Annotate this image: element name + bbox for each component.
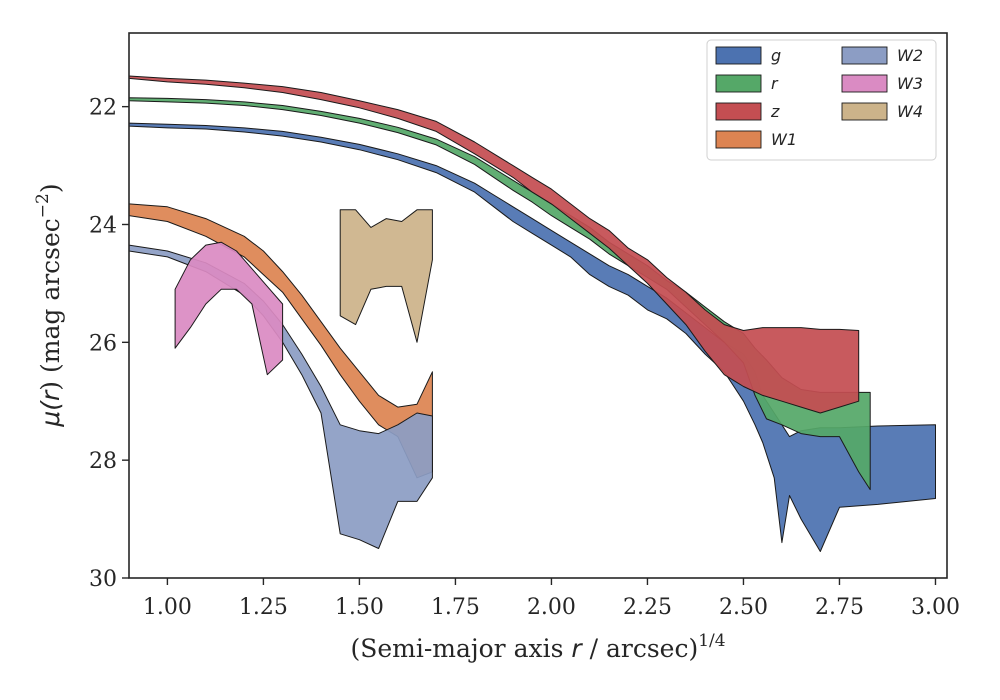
x-axis-label: (Semi-major axis r / arcsec)1/4 (350, 631, 725, 663)
band-w3 (174, 241, 284, 376)
band-g (129, 122, 936, 552)
y-tick-label: 24 (89, 213, 117, 238)
x-tick-label: 2.25 (623, 595, 672, 620)
x-tick-label: 2.50 (719, 595, 768, 620)
x-tick-label: 2.75 (815, 595, 864, 620)
legend-box (706, 39, 937, 161)
legend-label-w4: W4 (897, 102, 923, 121)
legend-label-g: g (771, 46, 781, 65)
y-axis-label: μ(r) (mag arcsec−2) (33, 183, 65, 427)
band-r (129, 97, 871, 491)
band-z (129, 75, 860, 414)
x-tick-label: 1.00 (143, 595, 192, 620)
x-axis: 1.00 1.25 1.50 1.75 2.00 2.25 2.50 2.75 3.00 (143, 578, 960, 620)
y-tick-label: 28 (89, 449, 117, 474)
legend-label-z: z (770, 102, 780, 121)
y-axis: 22 24 26 28 30 (89, 96, 129, 592)
plot-frame (128, 32, 948, 579)
legend: grz W1 W2 W3 W4 (706, 39, 937, 161)
legend-swatch-w2 (841, 46, 888, 65)
x-tick-label: 1.50 (335, 595, 384, 620)
legend-label-r: r (771, 74, 779, 93)
legend-swatch-r (715, 74, 762, 93)
y-tick-label: 22 (89, 96, 117, 121)
legend-swatch-w3 (841, 74, 888, 93)
legend-swatch-g (715, 46, 762, 65)
y-tick-label: 30 (89, 567, 117, 592)
x-tick-label: 1.25 (239, 595, 288, 620)
x-tick-label: 3.00 (911, 595, 960, 620)
legend-label-w2: W2 (897, 46, 923, 65)
legend-swatch-w4 (841, 102, 888, 121)
x-tick-label: 1.75 (431, 595, 480, 620)
legend-swatch-z (715, 102, 762, 121)
legend-label-w3: W3 (897, 74, 923, 93)
legend-swatch-w1 (715, 130, 762, 149)
y-tick-label: 26 (89, 331, 117, 356)
band-w4 (339, 209, 433, 343)
band-layer (129, 75, 936, 552)
legend-label-w1: W1 (771, 130, 797, 149)
x-tick-label: 2.00 (527, 595, 576, 620)
